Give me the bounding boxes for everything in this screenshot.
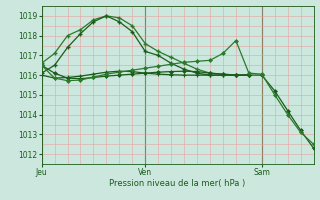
X-axis label: Pression niveau de la mer( hPa ): Pression niveau de la mer( hPa ) xyxy=(109,179,246,188)
